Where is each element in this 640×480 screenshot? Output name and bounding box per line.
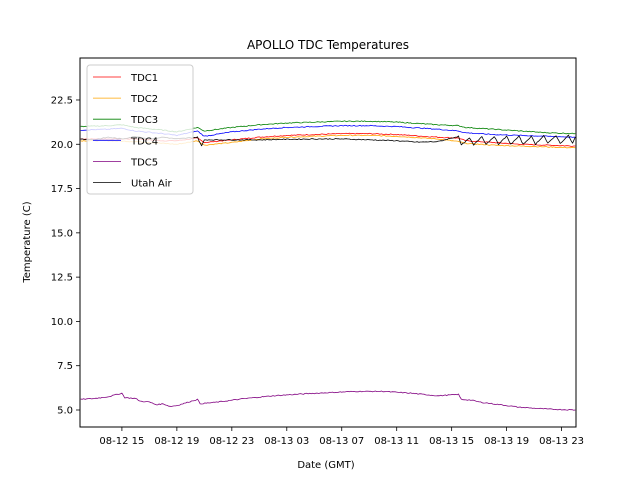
x-tick-label: 08-13 03 <box>264 436 309 447</box>
legend-box <box>86 64 194 195</box>
y-axis: 5.0 7.5 10.0 12.5 15.0 17.5 20.0 22.5 <box>51 95 80 416</box>
legend-label: TDC2 <box>130 94 158 105</box>
x-tick-label: 08-13 23 <box>539 436 584 447</box>
y-tick-label: 7.5 <box>57 361 73 372</box>
x-tick-label: 08-13 15 <box>429 436 474 447</box>
x-tick-label: 08-12 15 <box>99 436 144 447</box>
y-tick-label: 20.0 <box>51 140 73 151</box>
legend-label: Utah Air <box>131 179 173 190</box>
x-axis: 08-12 15 08-12 19 08-12 23 08-13 03 08-13 07… <box>99 427 584 447</box>
y-tick-label: 17.5 <box>51 184 73 195</box>
legend-label: TDC3 <box>130 115 158 126</box>
series-line-tdc5 <box>80 390 576 411</box>
x-tick-label: 08-13 19 <box>484 436 529 447</box>
x-tick-label: 08-13 11 <box>374 436 419 447</box>
y-axis-label: Temperature (C) <box>22 201 33 283</box>
y-tick-label: 10.0 <box>51 317 73 328</box>
x-tick-label: 08-12 23 <box>209 436 254 447</box>
chart-title: APOLLO TDC Temperatures <box>247 38 409 52</box>
legend: TDC1 TDC2 TDC3 TDC4 TDC5 Utah Air <box>86 64 194 195</box>
plot-frame <box>79 57 577 428</box>
y-tick-label: 15.0 <box>51 228 73 239</box>
x-tick-label: 08-12 19 <box>154 436 199 447</box>
y-tick-label: 5.0 <box>57 405 73 416</box>
legend-label: TDC5 <box>130 157 158 168</box>
x-axis-label: Date (GMT) <box>297 460 354 471</box>
x-tick-label: 08-13 07 <box>319 436 364 447</box>
y-tick-label: 22.5 <box>51 95 73 106</box>
legend-label: TDC4 <box>130 136 158 147</box>
legend-label: TDC1 <box>130 73 158 84</box>
y-tick-label: 12.5 <box>51 273 73 284</box>
